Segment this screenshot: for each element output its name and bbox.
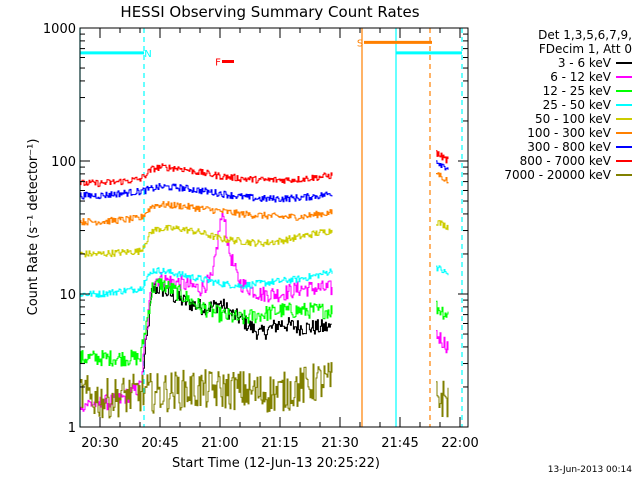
annotation-label-2: S	[357, 38, 363, 49]
legend-entry-swatch	[616, 76, 632, 78]
legend-entry: 6 - 12 keV	[480, 70, 632, 84]
legend-entry-label: 100 - 300 keV	[527, 126, 611, 140]
legend-entry: 12 - 25 keV	[480, 84, 632, 98]
footer-timestamp: 13-Jun-2013 00:14	[547, 465, 632, 475]
x-tick-label: 21:00	[201, 436, 238, 451]
legend-entry: 300 - 800 keV	[480, 140, 632, 154]
series-line-0	[142, 282, 332, 373]
legend-entry-label: 50 - 100 keV	[534, 112, 611, 126]
annotation-label-0: N	[144, 49, 151, 60]
legend-entry-swatch	[616, 118, 632, 120]
series-line-5	[80, 172, 449, 226]
annotation-label-1: F	[215, 57, 221, 68]
legend-entry-label: 300 - 800 keV	[527, 140, 611, 154]
chart-title: HESSI Observing Summary Count Rates	[120, 3, 419, 21]
y-tick-label: 10	[59, 288, 76, 303]
legend-entry: 25 - 50 keV	[480, 98, 632, 112]
x-axis-label: Start Time (12-Jun-13 20:25:22)	[172, 456, 380, 471]
y-tick-label: 1000	[43, 22, 76, 37]
legend-entry: 3 - 6 keV	[480, 56, 632, 70]
series-line-2	[80, 278, 449, 367]
series-layer	[80, 150, 449, 419]
legend-entry-swatch	[616, 90, 632, 92]
legend-header-line-2: FDecim 1, Att 0	[538, 42, 632, 56]
legend-entry: 800 - 7000 keV	[480, 154, 632, 168]
legend-entry-label: 6 - 12 keV	[550, 70, 611, 84]
series-line-1	[80, 210, 449, 412]
annotation-layer: N F S	[80, 38, 462, 68]
legend-entry-label: 12 - 25 keV	[542, 84, 611, 98]
legend: Det 1,3,5,6,7,9, FDecim 1, Att 0 3 - 6 k…	[480, 28, 632, 182]
x-tick-label: 21:45	[381, 436, 418, 451]
legend-entries: 3 - 6 keV 6 - 12 keV 12 - 25 keV 25 - 50 ke…	[480, 56, 632, 182]
legend-entry-label: 800 - 7000 keV	[519, 154, 611, 168]
series-line-8	[80, 362, 449, 419]
legend-entry-swatch	[616, 174, 632, 176]
y-tick-label: 100	[51, 155, 76, 170]
legend-entry-swatch	[616, 62, 632, 64]
legend-entry-swatch	[616, 104, 632, 106]
legend-entry: 100 - 300 keV	[480, 126, 632, 140]
x-tick-label: 20:45	[141, 436, 178, 451]
series-line-3	[80, 265, 449, 298]
x-tick-label: 20:30	[81, 436, 118, 451]
interval-lines	[79, 28, 463, 427]
x-tick-label: 21:30	[321, 436, 358, 451]
y-tick-label: 1	[68, 421, 76, 436]
plot-frame	[79, 27, 469, 428]
series-line-4	[80, 220, 449, 258]
legend-entry-label: 3 - 6 keV	[557, 56, 611, 70]
legend-header-line-1: Det 1,3,5,6,7,9,	[538, 28, 632, 42]
legend-entry-swatch	[616, 146, 632, 148]
legend-entry-label: 25 - 50 keV	[542, 98, 611, 112]
series-line-6	[80, 160, 449, 203]
legend-entry-swatch	[616, 132, 632, 134]
legend-entry-swatch	[616, 160, 632, 162]
legend-entry: 50 - 100 keV	[480, 112, 632, 126]
y-axis: 1 10 100 1000	[43, 22, 468, 436]
x-tick-label: 22:00	[441, 436, 478, 451]
x-tick-label: 21:15	[261, 436, 298, 451]
series-line-7	[80, 150, 449, 188]
y-axis-label: Count Rate (s⁻¹ detector⁻¹)	[26, 139, 41, 316]
legend-entry: 7000 - 20000 keV	[480, 168, 632, 182]
legend-entry-label: 7000 - 20000 keV	[504, 168, 611, 182]
x-axis: 20:30 20:45 21:00 21:15 21:30 21:45 22:00	[79, 28, 479, 451]
